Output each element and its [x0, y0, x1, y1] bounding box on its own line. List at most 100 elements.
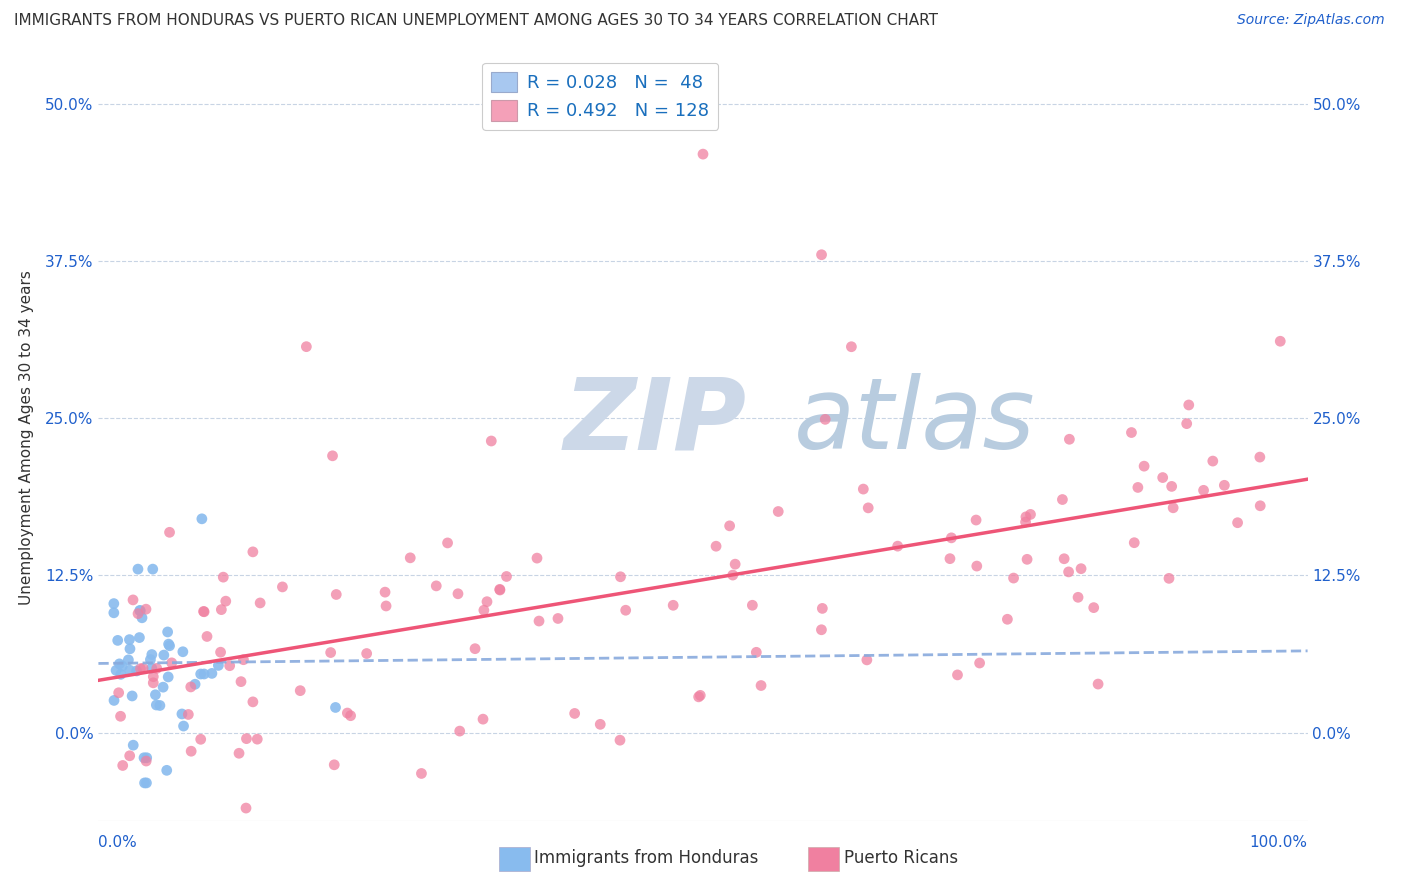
Point — [180, 680, 202, 694]
Point — [108, 657, 131, 671]
Point — [1123, 535, 1146, 549]
Point — [235, 731, 257, 746]
Point — [609, 570, 631, 584]
Point — [718, 519, 741, 533]
Point — [1019, 508, 1042, 522]
Point — [479, 434, 502, 448]
Point — [1015, 509, 1038, 524]
Point — [111, 758, 134, 772]
Point — [195, 630, 218, 644]
Point — [662, 599, 685, 613]
Point — [218, 658, 240, 673]
Point — [1067, 591, 1090, 605]
Point — [1126, 480, 1149, 494]
Point — [271, 580, 294, 594]
Point — [135, 602, 157, 616]
Point — [135, 754, 157, 768]
Point — [246, 732, 269, 747]
Point — [1202, 454, 1225, 468]
Point — [527, 614, 550, 628]
Text: ZIP: ZIP — [564, 373, 747, 470]
Point — [489, 582, 512, 597]
Point — [157, 670, 180, 684]
Point — [609, 733, 631, 747]
Point — [810, 248, 832, 262]
Point — [159, 525, 181, 540]
Point — [1015, 552, 1038, 566]
Point — [475, 595, 498, 609]
Point — [472, 603, 495, 617]
Point — [242, 545, 264, 559]
Point — [132, 751, 155, 765]
Point — [103, 693, 125, 707]
Point — [159, 639, 181, 653]
Point — [180, 744, 202, 758]
Point — [201, 666, 224, 681]
Point — [449, 724, 471, 739]
Point — [322, 449, 344, 463]
Point — [1057, 565, 1080, 579]
Point — [1052, 492, 1074, 507]
Point — [1014, 515, 1036, 529]
Point — [472, 712, 495, 726]
Point — [193, 667, 215, 681]
Point — [209, 645, 232, 659]
Point — [325, 587, 347, 601]
Point — [122, 593, 145, 607]
Point — [689, 689, 711, 703]
Text: atlas: atlas — [793, 373, 1035, 470]
Point — [107, 633, 129, 648]
Point — [142, 562, 165, 576]
Point — [152, 680, 174, 694]
Point — [145, 698, 167, 712]
Point — [107, 686, 129, 700]
Point — [173, 719, 195, 733]
Point — [841, 340, 863, 354]
Text: 100.0%: 100.0% — [1250, 836, 1308, 850]
Point — [141, 661, 163, 675]
Point — [375, 599, 398, 613]
Point — [768, 504, 790, 518]
Point — [1160, 479, 1182, 493]
Point — [212, 570, 235, 584]
Text: IMMIGRANTS FROM HONDURAS VS PUERTO RICAN UNEMPLOYMENT AMONG AGES 30 TO 34 YEARS : IMMIGRANTS FROM HONDURAS VS PUERTO RICAN… — [14, 13, 938, 29]
Point — [122, 738, 145, 752]
Point — [1226, 516, 1249, 530]
Point — [1161, 500, 1184, 515]
Point — [129, 662, 152, 676]
Point — [721, 568, 744, 582]
Point — [1002, 571, 1025, 585]
Point — [157, 637, 180, 651]
Point — [141, 648, 163, 662]
Point — [121, 689, 143, 703]
Point — [232, 653, 254, 667]
Point — [110, 667, 132, 681]
Point — [290, 683, 312, 698]
Point — [745, 645, 768, 659]
Point — [339, 708, 361, 723]
Point — [135, 751, 157, 765]
Point — [741, 599, 763, 613]
Point — [1175, 417, 1198, 431]
Point — [564, 706, 586, 721]
Text: Puerto Ricans: Puerto Ricans — [844, 849, 957, 867]
Text: Source: ZipAtlas.com: Source: ZipAtlas.com — [1237, 13, 1385, 28]
Point — [184, 677, 207, 691]
Legend: R = 0.028   N =  48, R = 0.492   N = 128: R = 0.028 N = 48, R = 0.492 N = 128 — [482, 62, 718, 129]
Point — [145, 688, 167, 702]
Point — [852, 482, 875, 496]
Point — [704, 539, 727, 553]
Point — [153, 648, 176, 662]
Point — [436, 536, 458, 550]
Point — [941, 531, 963, 545]
Y-axis label: Unemployment Among Ages 30 to 34 years: Unemployment Among Ages 30 to 34 years — [18, 269, 34, 605]
Point — [127, 607, 149, 621]
Point — [235, 801, 257, 815]
Point — [810, 623, 832, 637]
Point — [886, 539, 908, 553]
Point — [1121, 425, 1143, 440]
Point — [526, 551, 548, 566]
Point — [135, 776, 157, 790]
Point — [946, 668, 969, 682]
Point — [858, 500, 880, 515]
